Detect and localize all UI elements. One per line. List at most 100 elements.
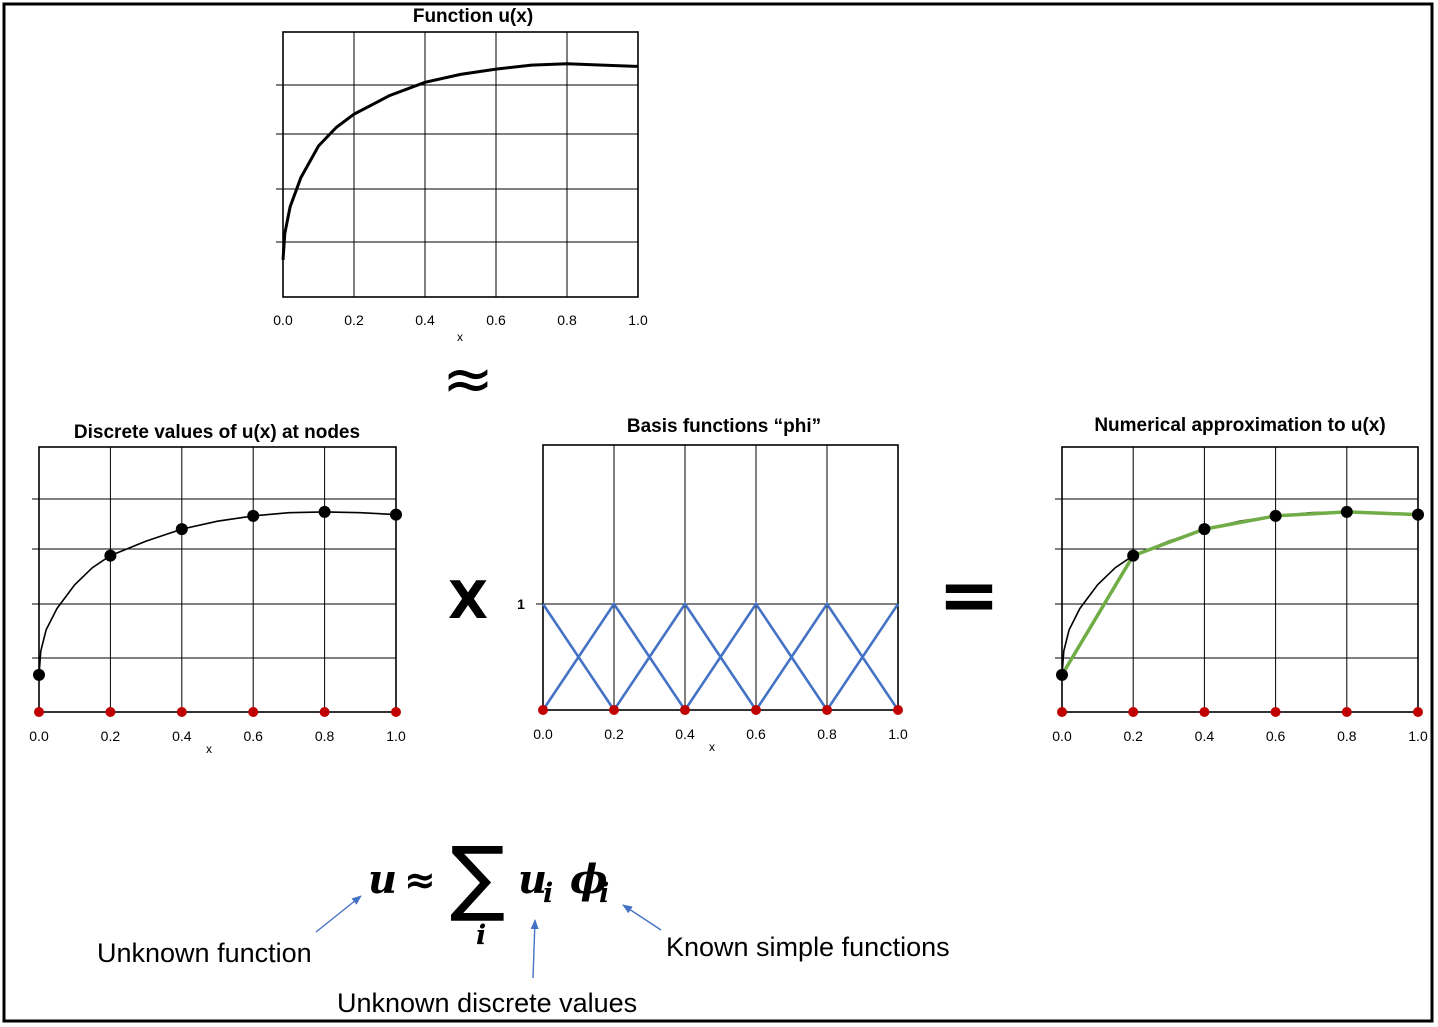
equation-sum-index: i (476, 920, 486, 951)
basis-functions-title: Basis functions “phi” (627, 416, 821, 437)
x-tick-label: 0.8 (1337, 728, 1357, 744)
function-u-chart: Function u(x) 0.0 0.2 0.4 0.6 0.8 1.0 x (273, 6, 648, 344)
x-tick-label: 0.8 (557, 312, 577, 328)
node-marker (1341, 707, 1352, 717)
x-tick-label: 0.6 (486, 312, 506, 328)
basis-functions-hats (541, 601, 900, 711)
x-tick-label: 0.6 (243, 728, 263, 744)
equation: u ≈ ∑ i u i ϕ i (368, 830, 609, 951)
node-marker (1128, 707, 1139, 717)
x-tick-label: 1.0 (1408, 728, 1428, 744)
node-value-point (33, 668, 45, 681)
node-marker (1413, 707, 1423, 717)
node-marker (1270, 707, 1281, 717)
plot-frame (38, 446, 397, 713)
node-value-point (1412, 508, 1424, 521)
x-tick-label: 0.6 (1266, 728, 1286, 744)
discrete-values-x-ticks: 0.0 0.2 0.4 0.6 0.8 1.0 (29, 728, 406, 744)
node-marker (893, 705, 903, 715)
approximation-node-markers (1057, 707, 1423, 717)
basis-functions-chart: Basis functions “phi” 0.0 0.2 0.4 0.6 0.8 1.0… (517, 416, 908, 754)
label-unknown-values: Unknown discrete values (337, 988, 637, 1018)
approximation-piecewise-line (1060, 510, 1419, 676)
approx-symbol: ≈ (442, 342, 494, 415)
equation-sum: ∑ (450, 830, 505, 925)
x-tick-label: 0.2 (1123, 728, 1143, 744)
equals-symbol: = (938, 552, 1000, 638)
basis-functions-y-tick: 1 (517, 596, 525, 612)
node-marker (751, 705, 761, 715)
basis-hat-function (612, 601, 758, 711)
x-tick-label: 0.2 (344, 312, 364, 328)
plot-frame (542, 444, 899, 711)
node-value-point (1340, 505, 1353, 518)
node-marker (609, 705, 619, 715)
node-marker (1199, 707, 1210, 717)
x-tick-label: 0.4 (415, 312, 435, 328)
equation-u-sub: i (543, 878, 553, 909)
plot-frame (1061, 446, 1419, 713)
function-u-curve (281, 62, 639, 261)
equation-phi-sub: i (599, 878, 609, 909)
x-tick-label: 1.0 (386, 728, 406, 744)
x-tick-label: 0.0 (1052, 728, 1072, 744)
discrete-values-node-markers (34, 707, 401, 717)
equation-u-i: u (518, 856, 547, 903)
node-value-point (104, 549, 117, 562)
node-value-point (1198, 523, 1211, 536)
node-marker (105, 707, 116, 717)
discrete-values-curve (38, 511, 397, 675)
function-u-title: Function u(x) (413, 6, 533, 27)
times-symbol: X (448, 571, 488, 631)
approximation-x-ticks: 0.0 0.2 0.4 0.6 0.8 1.0 (1052, 728, 1428, 744)
x-tick-label: 1.0 (888, 726, 908, 742)
node-marker (319, 707, 330, 717)
discrete-values-x-label: x (206, 742, 212, 756)
x-tick-label: 0.0 (533, 726, 553, 742)
basis-hat-function (683, 601, 829, 711)
arrow-known-functions (622, 904, 662, 931)
node-value-point (175, 523, 188, 536)
x-tick-label: 0.4 (1195, 728, 1215, 744)
discrete-values-grid (32, 446, 397, 713)
node-value-point (247, 509, 260, 522)
function-u-x-ticks: 0.0 0.2 0.4 0.6 0.8 1.0 (273, 312, 648, 328)
node-marker (1057, 707, 1067, 717)
node-value-point (1056, 668, 1068, 681)
approximation-chart: Numerical approximation to u(x) 0.0 0.2 0.… (1052, 415, 1428, 744)
arrow-unknown-values (530, 919, 539, 979)
basis-hat-function (825, 603, 900, 711)
x-tick-label: 0.4 (172, 728, 192, 744)
x-tick-label: 0.8 (817, 726, 837, 742)
basis-functions-x-label: x (709, 740, 715, 754)
node-marker (391, 707, 401, 717)
discrete-values-points (33, 505, 402, 681)
node-value-point (1127, 549, 1140, 562)
basis-hat-function (754, 601, 900, 711)
node-marker (34, 707, 44, 717)
arrow-unknown-function (315, 895, 362, 933)
x-tick-label: 0.4 (675, 726, 695, 742)
basis-functions-node-markers (538, 705, 903, 715)
x-tick-label: 0.0 (29, 728, 49, 744)
equation-phi: ϕ (570, 856, 608, 903)
approximation-title: Numerical approximation to u(x) (1094, 415, 1385, 436)
node-marker (538, 705, 548, 715)
node-marker (248, 707, 259, 717)
plot-frame (282, 31, 639, 298)
node-value-point (318, 505, 331, 518)
node-value-point (390, 508, 402, 521)
function-u-grid (276, 31, 639, 298)
basis-functions-x-ticks: 0.0 0.2 0.4 0.6 0.8 1.0 (533, 726, 908, 742)
node-marker (680, 705, 690, 715)
x-tick-label: 0.6 (746, 726, 766, 742)
x-tick-label: 0.0 (273, 312, 293, 328)
node-marker (176, 707, 187, 717)
x-tick-label: 0.2 (604, 726, 624, 742)
approximation-grid (1055, 446, 1419, 713)
equation-u: u (368, 856, 397, 903)
basis-functions-grid (536, 444, 899, 711)
discrete-values-chart: Discrete values of u(x) at nodes 0.0 0.2 0… (29, 422, 406, 756)
